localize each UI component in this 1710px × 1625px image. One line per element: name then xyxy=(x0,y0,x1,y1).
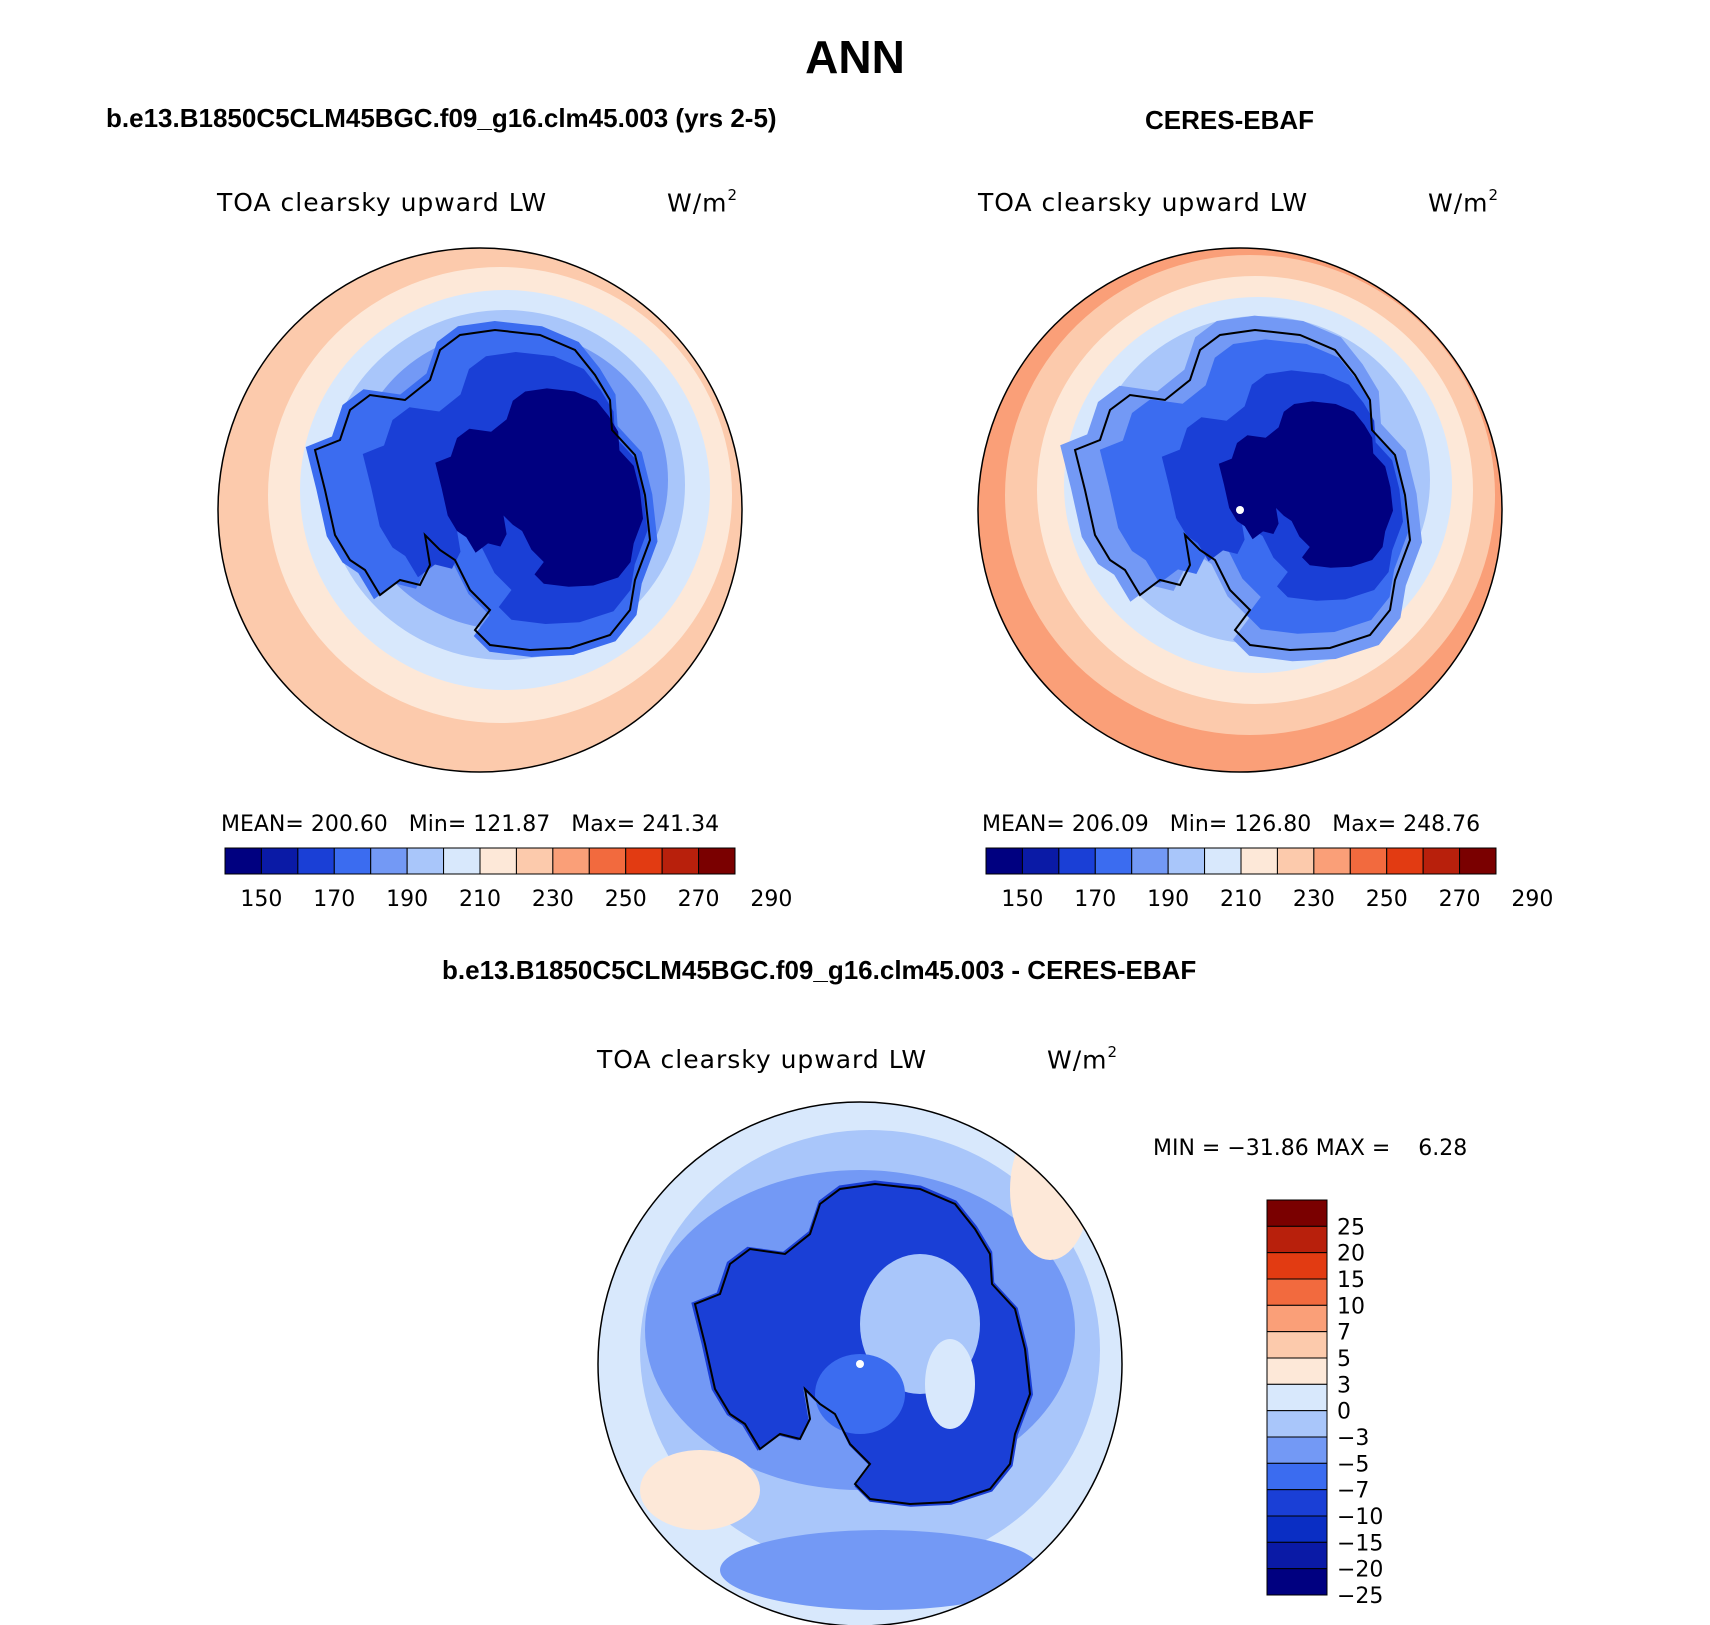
colorbar-swatch xyxy=(1094,847,1133,875)
colorbar-tick-label: 170 xyxy=(313,887,355,912)
colorbar-swatch xyxy=(1266,1410,1328,1438)
stats-model: MEAN= 200.60 Min= 121.87 Max= 241.34 xyxy=(221,812,720,837)
colorbar-swatch xyxy=(1266,1252,1328,1280)
colorbar-tick-label: 230 xyxy=(532,887,574,912)
colorbar-swatch xyxy=(1266,1515,1328,1543)
colorbar-tick-label: 190 xyxy=(1147,887,1189,912)
colorbar-tick-label: 290 xyxy=(1511,887,1553,912)
colorbar-tick-label: 3 xyxy=(1337,1373,1351,1398)
colorbar-swatch xyxy=(1422,847,1461,875)
colorbar-tick-label: 210 xyxy=(1220,887,1262,912)
colorbar-tick-label: −3 xyxy=(1337,1426,1369,1451)
colorbar-swatch xyxy=(333,847,372,875)
colorbar-swatch xyxy=(406,847,445,875)
map-diff xyxy=(598,1102,1122,1625)
colorbar-swatch xyxy=(698,847,736,875)
colorbar-swatch xyxy=(1313,847,1351,875)
colorbar-swatch xyxy=(1266,1568,1328,1596)
stats-obs: MEAN= 206.09 Min= 126.80 Max= 248.76 xyxy=(982,812,1481,837)
map-border-model xyxy=(217,247,743,773)
stats-diff: MIN = −31.86 MAX = 6.28 xyxy=(1153,1136,1468,1161)
colorbar-swatch xyxy=(1131,847,1169,875)
figure-title: ANN xyxy=(805,31,905,83)
colorbar-tick-label: 250 xyxy=(1366,887,1408,912)
colorbar-tick-label: 7 xyxy=(1337,1321,1351,1346)
colorbar-swatch xyxy=(224,847,262,875)
colorbar-tick-label: −20 xyxy=(1337,1558,1383,1583)
colorbar-tick-label: 15 xyxy=(1337,1268,1365,1293)
colorbar-tick-label: −15 xyxy=(1337,1531,1383,1556)
colorbar-tick-label: 170 xyxy=(1074,887,1116,912)
units-label-diff: W/m2 xyxy=(1047,1043,1119,1075)
colorbar-swatch xyxy=(260,847,299,875)
colorbar-swatch xyxy=(1266,1462,1328,1491)
colorbar-swatch xyxy=(1266,1357,1328,1385)
colorbar-tick-label: 0 xyxy=(1337,1400,1351,1425)
colorbar-model: 150 170 190 210 230 250 270 290 xyxy=(224,847,792,912)
colorbar-tick-label: 20 xyxy=(1337,1242,1365,1267)
colorbar-tick-label: −25 xyxy=(1337,1584,1383,1609)
colorbar-tick-label: 250 xyxy=(605,887,647,912)
colorbar-swatch xyxy=(1266,1489,1328,1517)
colorbar-tick-label: −10 xyxy=(1337,1505,1383,1530)
colorbar-swatch xyxy=(1266,1331,1328,1359)
colorbar-tick-label: 150 xyxy=(1001,887,1043,912)
colorbar-tick-label: 230 xyxy=(1293,887,1335,912)
colorbar-swatch xyxy=(1349,847,1388,875)
colorbar-tick-label: 270 xyxy=(1439,887,1481,912)
colorbar-swatch xyxy=(1266,1383,1328,1412)
colorbar-tick-label: −7 xyxy=(1337,1479,1369,1504)
variable-label-diff: TOA clearsky upward LW xyxy=(597,1045,928,1074)
colorbar-swatch xyxy=(297,847,335,875)
colorbar-tick-label: 290 xyxy=(750,887,792,912)
colorbar-swatch xyxy=(588,847,627,875)
variable-label-obs: TOA clearsky upward LW xyxy=(978,188,1309,217)
colorbar-swatch xyxy=(1266,1541,1328,1570)
colorbar-tick-label: 190 xyxy=(386,887,428,912)
colorbar-swatch xyxy=(1240,847,1278,875)
colorbar-swatch xyxy=(552,847,590,875)
colorbar-swatch xyxy=(443,847,481,875)
colorbar-swatch xyxy=(1266,1436,1328,1464)
colorbar-tick-label: 270 xyxy=(678,887,720,912)
colorbar-swatch xyxy=(1021,847,1060,875)
colorbar-tick-label: 10 xyxy=(1337,1294,1365,1319)
colorbar-obs: 150 170 190 210 230 250 270 290 xyxy=(985,847,1553,912)
colorbar-swatch xyxy=(985,847,1023,875)
units-label-model: W/m2 xyxy=(667,186,739,218)
colorbar-swatch xyxy=(515,847,554,875)
panel-title-diff: b.e13.B1850C5CLM45BGC.f09_g16.clm45.003 … xyxy=(442,955,1197,985)
map-border-diff xyxy=(597,1101,1123,1625)
panel-title-model: b.e13.B1850C5CLM45BGC.f09_g16.clm45.003 … xyxy=(106,103,777,133)
colorbar-swatch xyxy=(1386,847,1424,875)
colorbar-swatch xyxy=(661,847,700,875)
colorbar-swatch xyxy=(1276,847,1315,875)
colorbar-swatch xyxy=(625,847,663,875)
colorbar-swatch xyxy=(1266,1304,1328,1333)
colorbar-tick-label: 210 xyxy=(459,887,501,912)
variable-label-model: TOA clearsky upward LW xyxy=(217,188,548,217)
colorbar-swatch xyxy=(1459,847,1497,875)
colorbar-swatch xyxy=(1266,1278,1328,1306)
panel-title-obs: CERES-EBAF xyxy=(1145,105,1315,135)
colorbar-swatch xyxy=(1266,1225,1328,1254)
colorbar-swatch xyxy=(1058,847,1096,875)
colorbar-swatch xyxy=(1266,1199,1328,1227)
units-label-obs: W/m2 xyxy=(1428,186,1500,218)
map-border-obs xyxy=(977,247,1503,773)
colorbar-tick-label: 25 xyxy=(1337,1215,1365,1240)
colorbar-tick-label: 150 xyxy=(240,887,282,912)
colorbar-tick-label: −5 xyxy=(1337,1452,1369,1477)
colorbar-swatch xyxy=(370,847,408,875)
map-model xyxy=(218,248,742,772)
colorbar-swatch xyxy=(1167,847,1206,875)
colorbar-swatch xyxy=(1204,847,1242,875)
colorbar-swatch xyxy=(479,847,517,875)
colorbar-tick-label: 5 xyxy=(1337,1347,1351,1372)
map-obs xyxy=(978,248,1502,772)
